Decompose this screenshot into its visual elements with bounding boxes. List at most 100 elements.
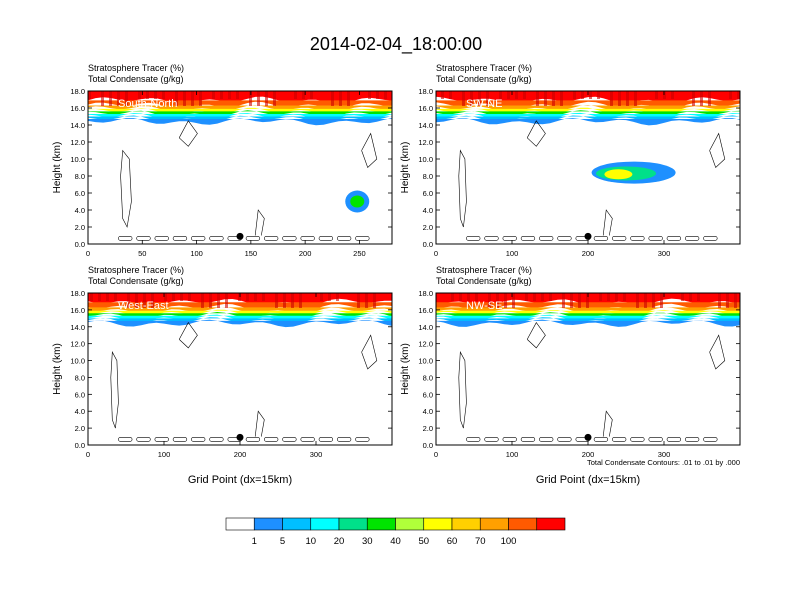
- tracer-streak: [90, 293, 93, 301]
- y-tick-label: 12.0: [70, 340, 85, 349]
- colorbar-label: 1: [252, 536, 257, 547]
- condensate-contour: [709, 132, 726, 169]
- tracer-streak: [488, 293, 491, 308]
- y-tick-label: 4.0: [423, 206, 433, 215]
- condensate-contour: [703, 236, 718, 241]
- y-tick-label: 6.0: [75, 189, 85, 198]
- panel-header-tracer: Stratosphere Tracer (%): [88, 63, 184, 73]
- panel-south-north: Stratosphere Tracer (%)Total Condensate …: [52, 63, 393, 258]
- tracer-streak: [339, 91, 342, 106]
- y-tick-label: 18.0: [70, 289, 85, 298]
- y-tick-label: 10.0: [418, 357, 433, 366]
- condensate-contour: [300, 437, 315, 442]
- colorbar-label: 60: [447, 536, 458, 547]
- tracer-streak: [236, 91, 239, 99]
- condensate-contour: [703, 437, 718, 442]
- y-tick-label: 4.0: [75, 206, 85, 215]
- x-tick-label: 150: [245, 249, 258, 258]
- condensate-contour: [466, 437, 481, 442]
- tracer-streak: [644, 293, 647, 308]
- condensate-contour: [264, 236, 279, 241]
- condensate-contour: [666, 236, 682, 241]
- y-axis-label: Height (km): [400, 142, 411, 194]
- condensate-contour: [136, 236, 151, 241]
- condensate-contour: [466, 236, 481, 241]
- location-marker: [236, 232, 244, 240]
- location-marker: [584, 433, 592, 441]
- y-tick-label: 2.0: [75, 424, 85, 433]
- tracer-streak: [175, 91, 178, 106]
- tracer-streak: [610, 91, 613, 106]
- tracer-band: [436, 319, 740, 327]
- colorbar-label: 40: [390, 536, 401, 547]
- tracer-streak: [478, 91, 481, 106]
- panel-plot-area: [88, 91, 392, 241]
- colorbar-swatch: [508, 517, 538, 531]
- tracer-streak: [652, 293, 655, 308]
- tracer-streak: [114, 293, 117, 301]
- tracer-streak: [626, 91, 629, 106]
- condensate-contour: [118, 236, 133, 241]
- contour-note: Total Condensate Contours: .01 to .01 by…: [587, 458, 740, 467]
- y-tick-label: 18.0: [418, 87, 433, 96]
- y-tick-label: 0.0: [75, 441, 85, 450]
- tracer-streak: [310, 91, 313, 99]
- condensate-contour: [336, 437, 352, 442]
- colorbar-swatch: [225, 517, 255, 531]
- condensate-contour: [526, 120, 546, 147]
- y-tick-label: 2.0: [423, 424, 433, 433]
- x-tick-label: 200: [582, 249, 595, 258]
- condensate-contour: [209, 437, 224, 442]
- colorbar-swatch: [451, 517, 481, 531]
- tracer-streak: [331, 91, 334, 106]
- colorbar-label: 20: [334, 536, 345, 547]
- tracer-streak: [718, 293, 721, 308]
- colorbar-swatch: [253, 517, 283, 531]
- y-tick-label: 6.0: [423, 189, 433, 198]
- condensate-contour: [282, 437, 297, 442]
- tracer-streak: [368, 91, 371, 99]
- condensate-contour: [666, 437, 682, 442]
- x-tick-label: 300: [310, 450, 323, 459]
- tracer-streak: [451, 293, 454, 301]
- colorbar-swatch: [282, 517, 312, 531]
- tracer-streak: [734, 293, 737, 308]
- tracer-streak: [700, 91, 703, 106]
- panel-name: NW-SE: [466, 300, 502, 312]
- colorbar-label: 50: [418, 536, 429, 547]
- tracer-band: [88, 105, 392, 113]
- tracer-streak: [697, 293, 700, 301]
- tracer-streak: [470, 91, 473, 106]
- x-tick-label: 0: [434, 450, 438, 459]
- tracer-streak: [441, 91, 444, 99]
- condensate-contour: [684, 437, 700, 442]
- tracer-streak: [462, 91, 465, 106]
- y-tick-label: 0.0: [423, 240, 433, 249]
- y-tick-label: 8.0: [75, 373, 85, 382]
- tracer-streak: [109, 91, 112, 106]
- tracer-streak: [655, 91, 658, 99]
- tracer-streak: [384, 91, 387, 99]
- condensate-contour: [520, 236, 536, 241]
- tracer-streak: [475, 293, 478, 301]
- tracer-streak: [737, 91, 740, 99]
- colorbar-swatch: [479, 517, 509, 531]
- condensate-contour: [178, 322, 198, 349]
- y-tick-label: 0.0: [75, 240, 85, 249]
- condensate-contour: [612, 437, 627, 442]
- condensate-contour: [191, 437, 206, 442]
- tracer-band: [88, 302, 392, 312]
- condensate-contour: [120, 149, 132, 228]
- condensate-contour: [602, 410, 613, 437]
- y-tick-label: 6.0: [75, 390, 85, 399]
- x-axis-label: Grid Point (dx=15km): [536, 474, 640, 486]
- tracer-streak: [291, 293, 294, 308]
- y-tick-label: 18.0: [418, 289, 433, 298]
- y-tick-label: 10.0: [418, 155, 433, 164]
- y-tick-label: 2.0: [423, 223, 433, 232]
- tracer-streak: [265, 91, 268, 106]
- tracer-streak: [125, 91, 128, 106]
- tracer-streak: [101, 91, 104, 106]
- condensate-contour: [318, 236, 334, 241]
